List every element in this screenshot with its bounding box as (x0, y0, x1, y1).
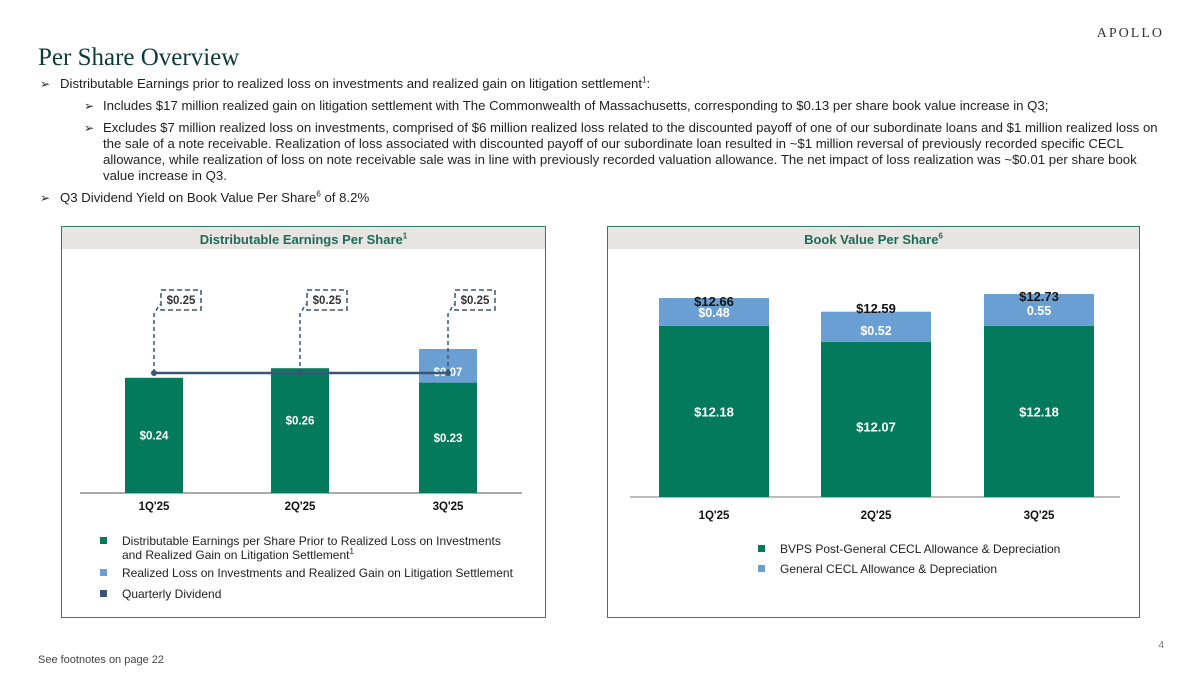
bvps-panel: Book Value Per Share6 $12.18 $0.48 $12.66 1… (607, 226, 1140, 618)
legend-label: Distributable Earnings per Share Prior t… (122, 534, 501, 562)
bullet-distributable-earnings: ➢ Distributable Earnings prior to realiz… (40, 76, 1160, 92)
bar-bvps-post-0 (659, 325, 769, 497)
legend-item-de: Distributable Earnings per Share Prior t… (100, 534, 520, 562)
legend-item-dividend: Quarterly Dividend (100, 587, 520, 601)
footnote-reference: See footnotes on page 22 (38, 654, 164, 666)
data-label-bvps-post-0: $12.18 (694, 404, 734, 419)
bar-bvps-post-2 (984, 325, 1094, 497)
page-number: 4 (1158, 640, 1164, 651)
bullet-text: Distributable Earnings prior to realized… (60, 76, 643, 91)
x-tick-label-0: 1Q'25 (699, 510, 730, 522)
legend-swatch (758, 545, 765, 552)
sub-bullet-realized-loss: ➢ Excludes $7 million realized loss on i… (40, 120, 1160, 184)
bullet-text: Includes $17 million realized gain on li… (103, 98, 1049, 113)
legend-label: Quarterly Dividend (122, 587, 222, 601)
arrow-bullet-icon: ➢ (84, 121, 95, 135)
sub-bullet-litigation-gain: ➢ Includes $17 million realized gain on … (40, 98, 1160, 114)
x-tick-label-1: 2Q'25 (285, 501, 316, 513)
legend-label: General CECL Allowance & Depreciation (780, 562, 998, 576)
data-label-de-2: $0.23 (434, 433, 463, 445)
x-tick-label-0: 1Q'25 (139, 501, 170, 513)
data-label-bvps-post-2: $12.18 (1019, 404, 1059, 419)
legend-swatch (100, 569, 107, 576)
legend-swatch (758, 565, 765, 572)
dividend-label-2: $0.25 (461, 295, 490, 307)
bar-de-0 (125, 377, 183, 493)
bar-bvps-post-1 (821, 341, 931, 497)
de-per-share-chart: $0.241Q'25$0.262Q'25$0.23$0.073Q'25$0.25… (80, 289, 522, 513)
footnote-ref: 1 (642, 75, 647, 85)
bvps-legend: BVPS Post-General CECL Allowance & Depre… (758, 542, 1118, 576)
x-tick-label-2: 3Q'25 (433, 501, 464, 513)
bar-cecl-1 (821, 311, 931, 342)
x-tick-label-2: 3Q'25 (1024, 510, 1055, 522)
bullet-text: Excludes $7 million realized loss on inv… (103, 120, 1158, 183)
bvps-title: Book Value Per Share6 (608, 227, 1139, 249)
legend-item-bvps-post: BVPS Post-General CECL Allowance & Depre… (758, 542, 1118, 556)
bar-cecl-0 (659, 298, 769, 326)
total-label-0: $12.66 (694, 294, 734, 309)
bvps-chart: $12.18 $0.48$12.66 1Q'25 $12.07 $0.52 $12.59 2… (630, 289, 1120, 522)
data-label-de-1: $0.26 (286, 416, 315, 428)
dividend-leader-2 (447, 303, 455, 373)
apollo-logo: APOLLO (1096, 26, 1164, 41)
legend-label: Realized Loss on Investments and Realize… (122, 566, 513, 580)
arrow-bullet-icon: ➢ (84, 99, 95, 113)
data-label-cecl-0: $0.48 (698, 306, 729, 320)
data-label-de-0: $0.24 (140, 430, 169, 442)
legend-item-cecl: General CECL Allowance & Depreciation (758, 562, 1118, 576)
total-label-1: $12.59 (856, 301, 896, 316)
bullet-list: ➢ Distributable Earnings prior to realiz… (40, 76, 1160, 212)
dividend-callout-box-2 (454, 289, 496, 311)
legend-label: BVPS Post-General CECL Allowance & Depre… (780, 542, 1061, 556)
bullet-dividend-yield: ➢ Q3 Dividend Yield on Book Value Per Sh… (40, 190, 1160, 206)
x-tick-label-1: 2Q'25 (861, 510, 892, 522)
bar-de-1 (271, 368, 329, 493)
footnote-ref: 6 (316, 189, 321, 199)
de-legend: Distributable Earnings per Share Prior t… (100, 534, 520, 601)
dividend-leader-0 (153, 303, 161, 373)
data-label-cecl-1: $0.52 (860, 324, 891, 338)
dividend-label-0: $0.25 (167, 295, 196, 307)
total-label-2: $12.73 (1019, 289, 1059, 304)
dividend-label-1: $0.25 (313, 295, 342, 307)
legend-swatch (100, 590, 107, 597)
bullet-text-end: : (646, 76, 651, 91)
legend-swatch (100, 537, 107, 544)
bullet-text-end: of 8.2% (320, 190, 370, 205)
de-per-share-panel: Distributable Earnings Per Share1 $0.24 1… (61, 226, 546, 618)
legend-item-realized: Realized Loss on Investments and Realize… (100, 566, 520, 580)
bar-de-2 (419, 382, 477, 493)
data-label-cecl-2: 0.55 (1027, 304, 1051, 318)
dividend-callout-box-1 (306, 289, 348, 311)
arrow-bullet-icon: ➢ (40, 191, 51, 205)
bar-cecl-2 (984, 294, 1094, 326)
arrow-bullet-icon: ➢ (40, 77, 51, 91)
dividend-callout-box-0 (160, 289, 202, 311)
data-label-bvps-post-1: $12.07 (856, 419, 896, 434)
page-title: Per Share Overview (38, 44, 240, 71)
bullet-text: Q3 Dividend Yield on Book Value Per Shar… (60, 190, 317, 205)
de-per-share-title: Distributable Earnings Per Share1 (62, 227, 545, 249)
dividend-leader-1 (299, 303, 307, 373)
